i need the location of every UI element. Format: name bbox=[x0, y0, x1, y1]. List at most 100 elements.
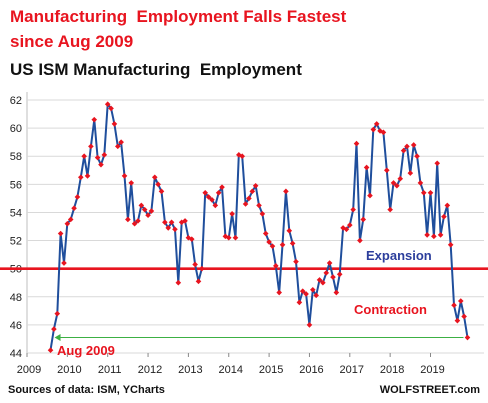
x-tick-label: 2017 bbox=[340, 364, 364, 376]
y-tick-label: 56 bbox=[10, 179, 22, 191]
data-point bbox=[340, 225, 346, 231]
data-point bbox=[454, 317, 461, 324]
data-point bbox=[323, 270, 330, 276]
x-tick-label: 2011 bbox=[98, 364, 122, 376]
data-point bbox=[212, 202, 219, 209]
data-point bbox=[259, 211, 266, 217]
data-point bbox=[78, 174, 84, 181]
data-point bbox=[252, 182, 259, 189]
data-point bbox=[363, 164, 370, 171]
data-point bbox=[148, 208, 155, 214]
data-point bbox=[175, 279, 182, 286]
chart-subtitle: US ISM Manufacturing Employment bbox=[10, 60, 302, 79]
data-point bbox=[410, 142, 417, 148]
data-point bbox=[101, 152, 108, 158]
y-tick-label: 58 bbox=[10, 151, 22, 163]
x-tick-label: 2009 bbox=[17, 364, 41, 376]
data-point bbox=[276, 289, 282, 296]
data-point bbox=[377, 128, 383, 134]
data-point bbox=[400, 147, 407, 154]
x-tick-label: 2018 bbox=[380, 364, 404, 376]
y-tick-label: 54 bbox=[10, 207, 22, 219]
data-point bbox=[431, 233, 437, 240]
data-point bbox=[249, 188, 256, 195]
data-point bbox=[209, 196, 215, 203]
data-point bbox=[199, 265, 205, 272]
data-point bbox=[313, 292, 319, 299]
data-point bbox=[269, 243, 276, 249]
data-point bbox=[104, 101, 111, 108]
data-point bbox=[353, 140, 360, 147]
data-point bbox=[88, 143, 94, 150]
data-point bbox=[461, 313, 467, 320]
data-point bbox=[266, 239, 272, 245]
data-point bbox=[47, 347, 54, 353]
data-point bbox=[420, 189, 427, 196]
data-point bbox=[162, 219, 168, 226]
data-point bbox=[135, 218, 141, 224]
y-tick-label: 52 bbox=[10, 236, 22, 248]
data-point bbox=[225, 234, 232, 241]
data-point bbox=[192, 261, 198, 268]
data-point bbox=[424, 232, 430, 238]
data-point bbox=[91, 116, 98, 123]
data-point bbox=[108, 105, 114, 112]
data-point bbox=[219, 184, 225, 190]
data-point bbox=[286, 227, 293, 234]
data-point bbox=[360, 216, 367, 223]
reference-arrowhead bbox=[54, 334, 61, 342]
data-point bbox=[222, 233, 229, 240]
chart-title-line1: Manufacturing Employment Falls Fastest bbox=[10, 7, 347, 26]
data-point bbox=[347, 222, 353, 228]
data-point bbox=[444, 202, 451, 209]
data-point bbox=[172, 226, 178, 233]
data-point bbox=[293, 258, 299, 265]
data-point bbox=[336, 271, 343, 278]
expansion-label: Expansion bbox=[366, 248, 432, 263]
data-point bbox=[165, 225, 172, 231]
data-point bbox=[239, 153, 245, 160]
data-point bbox=[451, 302, 457, 309]
data-point bbox=[195, 278, 202, 285]
data-point bbox=[155, 181, 161, 188]
data-point bbox=[229, 211, 235, 217]
x-tick-label: 2014 bbox=[219, 364, 243, 376]
data-point bbox=[246, 195, 252, 202]
data-point bbox=[326, 260, 333, 266]
data-point bbox=[306, 322, 313, 328]
data-point bbox=[128, 180, 135, 186]
data-point bbox=[262, 230, 269, 237]
data-point bbox=[158, 188, 165, 195]
data-point bbox=[236, 152, 242, 158]
data-point bbox=[373, 121, 380, 127]
data-point bbox=[333, 289, 340, 296]
data-point bbox=[121, 173, 128, 179]
y-tick-label: 44 bbox=[10, 348, 22, 360]
data-point bbox=[202, 189, 209, 196]
x-axis-tick-labels: 2009 2010 2011 2012 2013 2014 2015 2016 2017 2018… bbox=[17, 364, 445, 376]
data-point bbox=[151, 174, 158, 181]
data-point bbox=[145, 212, 151, 219]
data-point bbox=[125, 216, 131, 223]
data-point bbox=[367, 192, 373, 199]
y-tick-label: 60 bbox=[10, 123, 22, 135]
chart-title-line2: since Aug 2009 bbox=[10, 32, 133, 51]
data-point bbox=[387, 206, 393, 213]
data-point bbox=[316, 277, 323, 283]
data-point bbox=[232, 234, 239, 241]
data-point bbox=[417, 180, 424, 186]
data-point bbox=[370, 126, 377, 133]
data-point bbox=[289, 240, 296, 247]
data-point bbox=[397, 175, 404, 182]
data-point bbox=[407, 170, 414, 176]
data-point bbox=[141, 206, 148, 213]
data-point bbox=[118, 139, 124, 145]
y-tick-label: 48 bbox=[10, 292, 22, 304]
contraction-label: Contraction bbox=[354, 302, 427, 317]
data-point bbox=[54, 310, 61, 317]
data-point bbox=[273, 263, 279, 269]
data-point bbox=[279, 241, 286, 248]
data-point bbox=[394, 182, 400, 189]
